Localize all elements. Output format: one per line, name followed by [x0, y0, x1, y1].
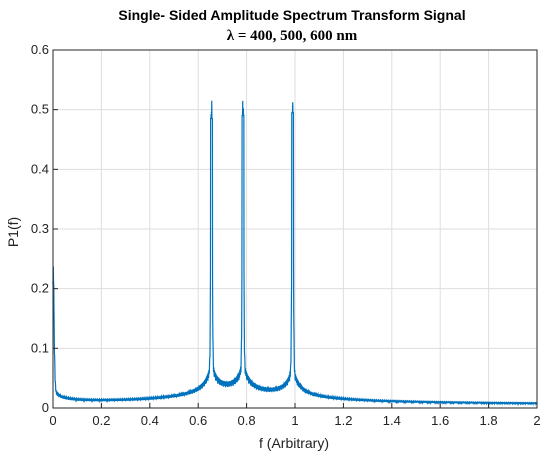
x-tick-label: 1.4: [383, 413, 401, 428]
x-tick-label: 0: [49, 413, 56, 428]
y-tick-label: 0.6: [31, 42, 49, 57]
x-tick-label: 1.8: [480, 413, 498, 428]
chart-title: Single- Sided Amplitude Spectrum Transfo…: [118, 7, 465, 23]
y-tick-label: 0.2: [31, 281, 49, 296]
y-axis-ticks: 0 0.1 0.2 0.3 0.4 0.5 0.6: [31, 42, 58, 415]
y-axis-label: P1(f): [5, 217, 21, 247]
x-tick-label: 1: [291, 413, 298, 428]
x-tick-label: 1.6: [431, 413, 449, 428]
grid-lines: [52, 49, 538, 409]
chart-subtitle: λ = 400, 500, 600 nm: [227, 28, 358, 44]
peak-point: [291, 105, 294, 108]
x-tick-label: 0.2: [92, 413, 110, 428]
y-tick-label: 0.3: [31, 221, 49, 236]
x-tick-label: 0.8: [238, 413, 256, 428]
y-tick-label: 0: [42, 400, 49, 415]
y-tick-label: 0.1: [31, 340, 49, 355]
x-axis-ticks: 0 0.2 0.4 0.6 0.8 1 1.2 1.4 1.6 1.8 2: [49, 403, 541, 428]
peak-point: [242, 108, 244, 111]
y-tick-label: 0.4: [31, 161, 49, 176]
x-tick-label: 0.4: [141, 413, 159, 428]
peak-point: [210, 111, 213, 114]
x-tick-label: 2: [533, 413, 540, 428]
x-tick-label: 1.2: [334, 413, 352, 428]
y-tick-label: 0.5: [31, 102, 49, 117]
x-tick-label: 0.6: [189, 413, 207, 428]
series-line: [52, 100, 538, 407]
x-axis-label: f (Arbitrary): [259, 435, 329, 451]
